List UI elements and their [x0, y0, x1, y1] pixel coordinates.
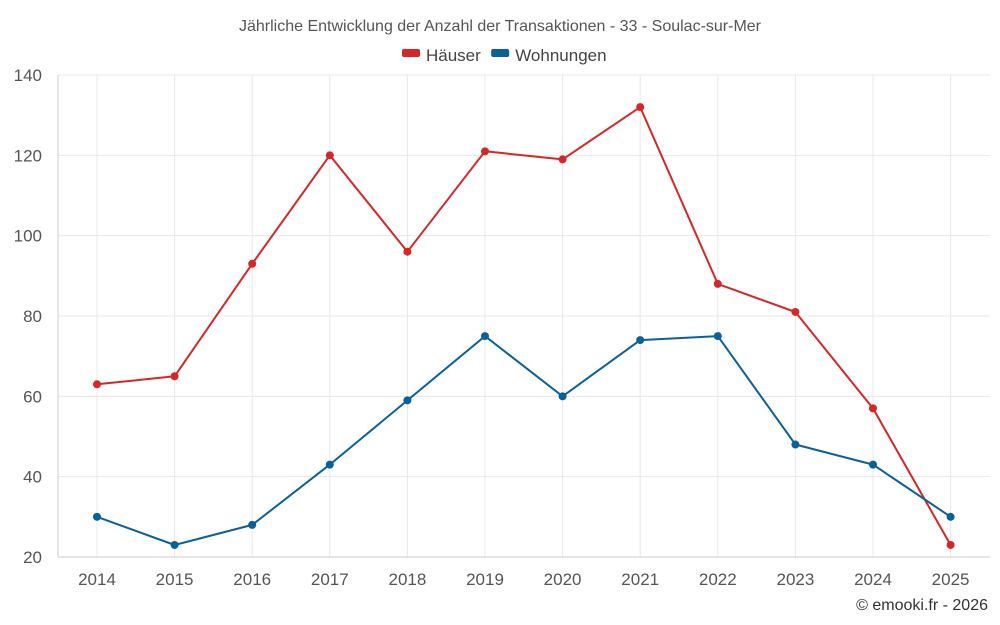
series-0-point	[170, 372, 179, 381]
series-0-point	[946, 540, 955, 549]
series-0-point	[481, 147, 489, 156]
series-1-point	[170, 540, 179, 549]
y-tick-label: 80	[23, 307, 42, 326]
x-tick-label: 2019	[466, 570, 504, 589]
x-tick-label: 2024	[854, 570, 892, 589]
series-1-point	[93, 512, 101, 521]
legend: Häuser Wohnungen	[402, 46, 607, 65]
x-tick-label: 2018	[388, 570, 426, 589]
series-1-point	[325, 460, 334, 469]
series-1-point	[403, 396, 412, 405]
legend-label-0: Häuser	[426, 46, 481, 65]
series-0-point	[403, 247, 412, 256]
series-0-point	[248, 259, 257, 268]
y-tick-label: 20	[23, 548, 42, 567]
series-1-point	[946, 512, 955, 521]
x-tick-label: 2020	[544, 570, 582, 589]
series-1-point	[248, 520, 257, 529]
series-0-point	[93, 380, 101, 389]
gridlines	[57, 74, 990, 558]
series-0-point	[713, 279, 722, 288]
series-1-point	[636, 336, 645, 345]
x-tick-label: 2014	[78, 570, 116, 589]
series-1-point	[713, 332, 722, 341]
legend-label-1: Wohnungen	[515, 46, 606, 65]
series-0-line	[96, 106, 952, 546]
series-0-point	[869, 404, 877, 413]
y-tick-label: 40	[23, 468, 42, 487]
credit-text: © emooki.fr - 2026	[856, 597, 988, 614]
x-tick-label: 2022	[699, 570, 737, 589]
series-1-line	[96, 335, 952, 546]
series-1-point	[558, 392, 567, 401]
x-tick-label: 2015	[156, 570, 194, 589]
legend-swatch-1	[491, 49, 510, 57]
series-1-point	[869, 460, 877, 469]
x-tick-label: 2017	[311, 570, 349, 589]
y-tick-label: 120	[14, 146, 42, 165]
x-tick-label: 2016	[233, 570, 271, 589]
y-tick-label: 140	[14, 66, 42, 85]
series-1-point	[481, 332, 489, 341]
series-0-point	[636, 103, 645, 112]
y-axis-ticks: 20 40 60 80 100 120 140	[14, 66, 42, 567]
chart-title: Jährliche Entwicklung der Anzahl der Tra…	[239, 18, 762, 35]
series-group	[93, 103, 955, 549]
series-0-point	[791, 307, 800, 316]
series-0-point	[558, 155, 567, 164]
series-0-point	[325, 151, 334, 160]
x-tick-label: 2023	[776, 570, 814, 589]
y-tick-label: 100	[14, 227, 42, 246]
x-tick-label: 2021	[621, 570, 659, 589]
x-axis-ticks: 2014 2015 2016 2017 2018 2019 2020 2021 2022 2023…	[78, 570, 969, 589]
legend-swatch-0	[402, 49, 420, 57]
y-tick-label: 60	[23, 387, 42, 406]
series-1-point	[791, 440, 800, 449]
x-tick-label: 2025	[932, 570, 970, 589]
